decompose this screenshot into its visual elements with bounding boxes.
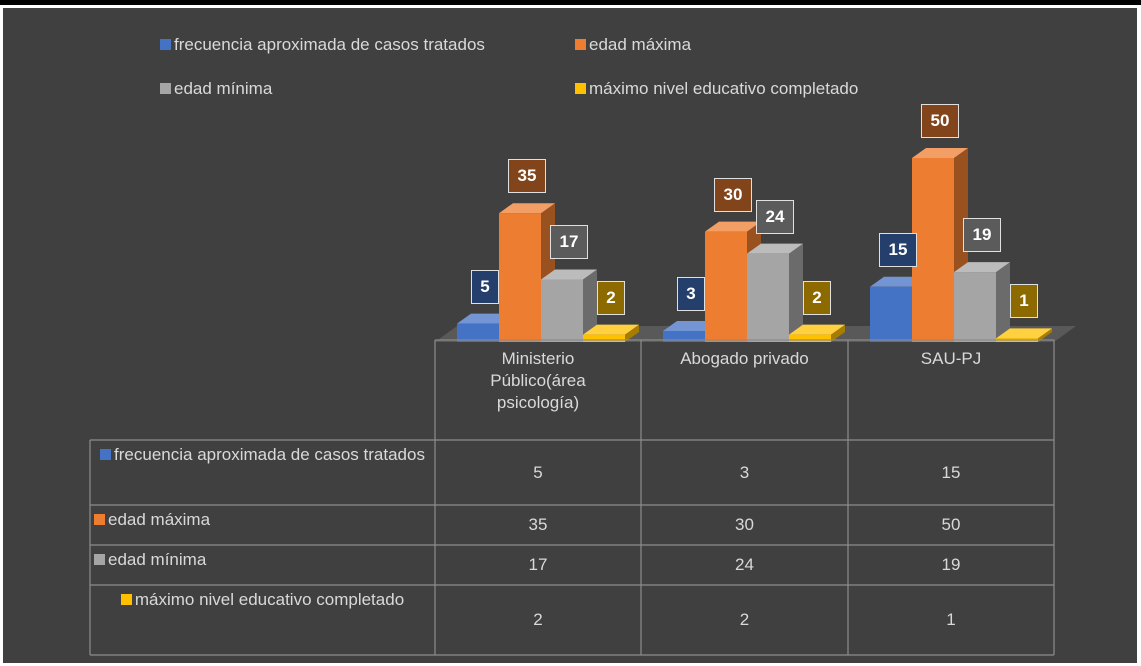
category-label: Ministerio Público(área psicología) xyxy=(490,349,586,412)
bar-side xyxy=(1038,328,1052,342)
data-label: 1 xyxy=(1010,284,1038,319)
table-value: 24 xyxy=(735,555,754,574)
bar-top xyxy=(499,203,555,214)
data-label: 2 xyxy=(597,280,625,315)
table-value: 5 xyxy=(533,462,543,482)
bar-top xyxy=(541,269,597,280)
bar-top xyxy=(583,324,639,335)
bar xyxy=(663,330,705,342)
legend-label: edad mínima xyxy=(174,79,273,98)
bar-top xyxy=(912,148,968,158)
row-label: edad máxima xyxy=(94,505,431,545)
data-label: 2 xyxy=(803,280,831,315)
table-value: 17 xyxy=(528,555,548,574)
bar xyxy=(870,286,912,342)
bar-side xyxy=(996,262,1010,342)
legend-swatch xyxy=(160,83,171,94)
table-value: 30 xyxy=(735,515,754,534)
legend-item: edad máxima xyxy=(575,34,691,56)
bar-side xyxy=(789,243,803,342)
legend-swatch xyxy=(575,83,586,94)
category-label: SAU-PJ xyxy=(920,349,982,368)
bar-top xyxy=(705,221,761,232)
table-value: 19 xyxy=(941,555,961,574)
bar-side xyxy=(625,324,639,342)
bar-top xyxy=(747,243,803,254)
top-border xyxy=(0,0,1141,5)
legend-item: edad mínima xyxy=(160,78,272,100)
data-label: 3 xyxy=(677,276,705,311)
data-label: 30 xyxy=(714,177,752,212)
data-label: 19 xyxy=(963,218,1001,253)
bar xyxy=(912,158,954,342)
bar xyxy=(499,213,541,342)
row-label: máximo nivel educativo completado xyxy=(94,585,431,655)
row-label-text: máximo nivel educativo completado xyxy=(134,590,405,609)
bar-side xyxy=(583,269,597,342)
legend-swatch xyxy=(160,39,171,50)
legend-swatch xyxy=(94,514,105,525)
table-value: 50 xyxy=(941,515,961,534)
bar xyxy=(705,231,747,342)
data-label: 5 xyxy=(471,269,499,304)
table-value: 1 xyxy=(946,610,956,629)
data-label: 35 xyxy=(508,159,546,194)
legend-item: máximo nivel educativo completado xyxy=(575,78,858,100)
table-value: 15 xyxy=(941,462,961,482)
bar xyxy=(583,334,625,342)
bar-side xyxy=(831,324,845,342)
bar xyxy=(954,272,996,342)
bar xyxy=(541,279,583,342)
data-label: 15 xyxy=(879,232,917,267)
row-label: edad mínima xyxy=(94,545,431,585)
legend-item: frecuencia aproximada de casos tratados xyxy=(160,34,485,56)
bar-top xyxy=(954,262,1010,273)
legend-swatch xyxy=(120,594,132,605)
table-value: 3 xyxy=(739,462,750,482)
legend-label: edad máxima xyxy=(589,35,692,54)
legend-swatch xyxy=(575,39,586,50)
row-label: frecuencia aproximada de casos tratados xyxy=(94,440,431,505)
legend-label: máximo nivel educativo completado xyxy=(589,79,859,98)
row-label-text: edad mínima xyxy=(108,550,207,569)
bar xyxy=(789,334,831,342)
bar xyxy=(747,253,789,342)
data-label: 24 xyxy=(756,199,794,234)
bar xyxy=(457,323,499,342)
bar-top xyxy=(996,328,1052,339)
row-label-text: edad máxima xyxy=(108,510,211,529)
bar-top xyxy=(789,324,845,335)
legend-swatch xyxy=(100,449,112,460)
table-value: 2 xyxy=(739,610,750,629)
table-value: 2 xyxy=(533,610,543,629)
legend-swatch xyxy=(94,554,105,565)
data-label: 17 xyxy=(550,225,588,260)
data-label: 50 xyxy=(921,104,959,138)
category-label: Abogado privado xyxy=(680,349,809,368)
legend-label: frecuencia aproximada de casos tratados xyxy=(174,35,485,54)
table-value: 35 xyxy=(528,515,548,534)
row-label-text: frecuencia aproximada de casos tratados xyxy=(114,445,425,464)
